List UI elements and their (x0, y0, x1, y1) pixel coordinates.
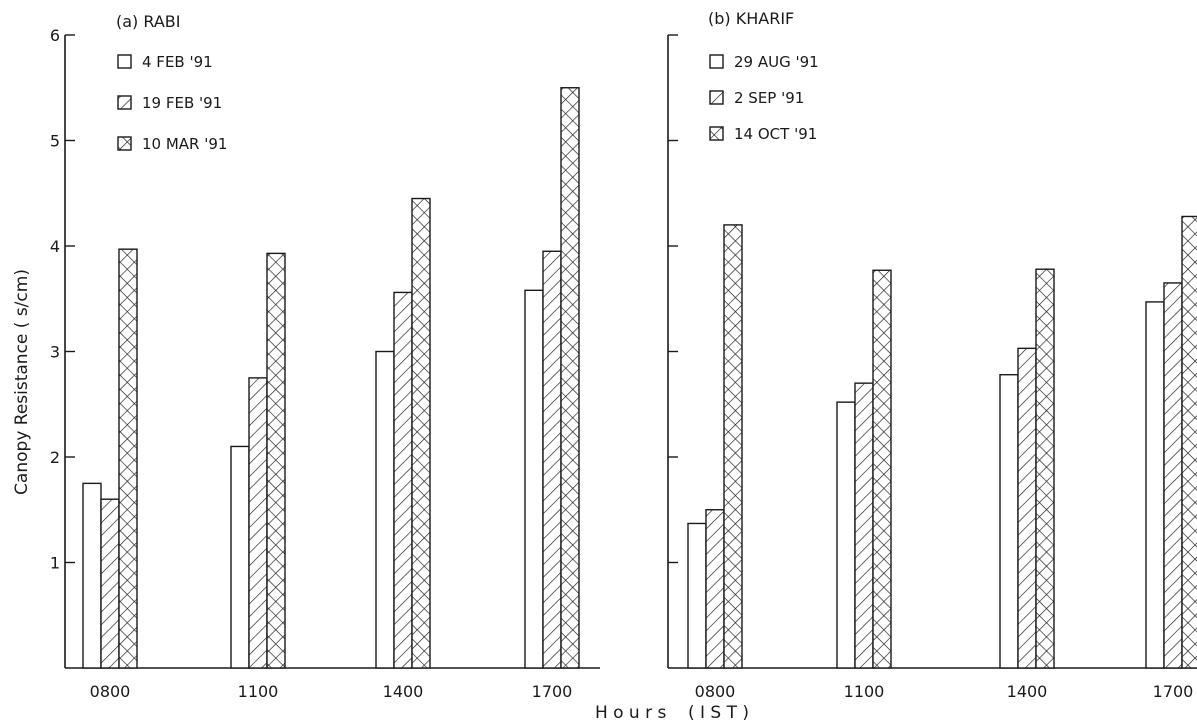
bar (1164, 283, 1182, 668)
bar (83, 483, 101, 668)
x-tick-label: 0800 (695, 682, 736, 701)
bar (855, 383, 873, 668)
bar (873, 270, 891, 668)
bar (394, 292, 412, 668)
bar (119, 249, 137, 668)
legend-swatch (710, 91, 723, 104)
bar (724, 225, 742, 668)
x-tick-label: 1100 (238, 682, 279, 701)
bar (1182, 216, 1197, 668)
bar (267, 253, 285, 668)
bar (249, 378, 267, 668)
y-tick-label: 2 (50, 448, 60, 467)
x-axis-label: H o u r s ( I S T ) (595, 703, 749, 723)
legend-swatch (710, 127, 723, 140)
bar (376, 352, 394, 669)
y-tick-label: 5 (50, 132, 60, 151)
legend-swatch (118, 137, 131, 150)
bar (1000, 375, 1018, 668)
legend-swatch (118, 96, 131, 109)
bar (525, 290, 543, 668)
x-tick-label: 1700 (1153, 682, 1194, 701)
legend-label: 29 AUG '91 (734, 53, 819, 71)
bar (101, 499, 119, 668)
bar (837, 402, 855, 668)
y-tick-label: 1 (50, 554, 60, 573)
x-tick-label: 1400 (383, 682, 424, 701)
x-tick-label: 1700 (532, 682, 573, 701)
panel-title: (b) KHARIF (708, 9, 794, 28)
panel-rabi: 1 2 3 4 5 6 0800 1100 1400 1700 (a) RABI 4 FEB '91 1… (50, 12, 600, 701)
bar (1146, 302, 1164, 668)
bar (1018, 348, 1036, 668)
legend-label: 10 MAR '91 (142, 135, 227, 153)
x-tick-label: 0800 (90, 682, 131, 701)
x-tick-label: 1100 (844, 682, 885, 701)
legend-label: 2 SEP '91 (734, 89, 804, 107)
y-tick-label: 6 (50, 26, 60, 45)
bar (561, 88, 579, 668)
panel-title: (a) RABI (116, 12, 180, 31)
bar (543, 251, 561, 668)
x-tick-label: 1400 (1007, 682, 1048, 701)
legend-label: 4 FEB '91 (142, 53, 213, 71)
legend-swatch (118, 55, 131, 68)
bar (706, 510, 724, 668)
legend-label: 19 FEB '91 (142, 94, 222, 112)
y-tick-label: 3 (50, 343, 60, 362)
y-tick-label: 4 (50, 237, 60, 256)
bar (412, 199, 430, 668)
bar (1036, 269, 1054, 668)
bar (688, 523, 706, 668)
y-axis-label: Canopy Resistance ( s/cm) (12, 269, 32, 495)
legend-label: 14 OCT '91 (734, 125, 817, 143)
panel-kharif: 0800 1100 1400 1700 (b) KHARIF 29 AUG '91 2 SE… (668, 9, 1197, 701)
legend-swatch (710, 55, 723, 68)
bar (231, 446, 249, 668)
